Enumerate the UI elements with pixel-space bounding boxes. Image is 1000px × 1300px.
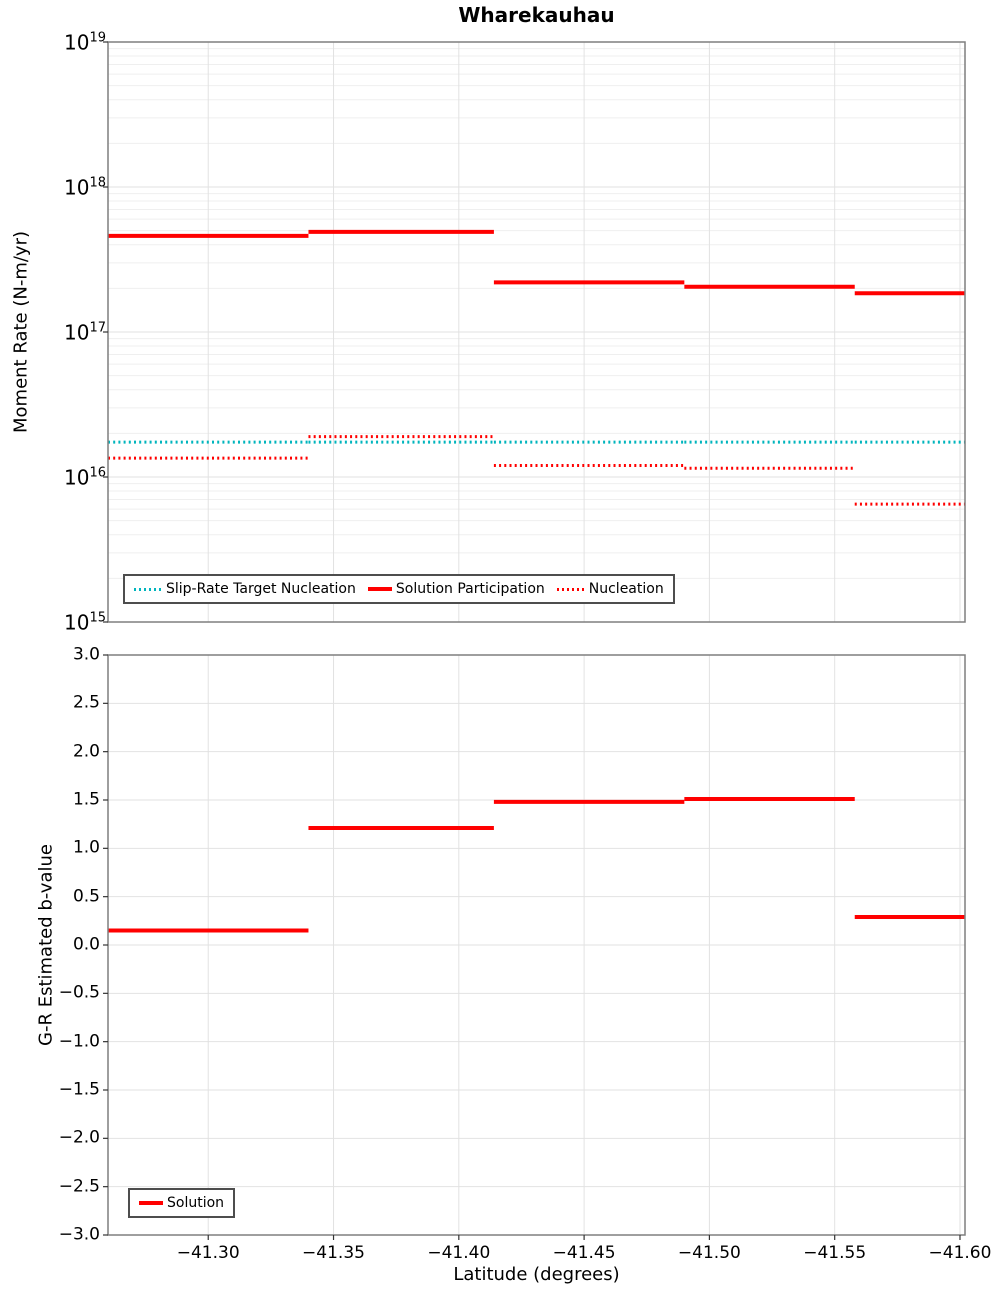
moment-rate-axis-label: Moment Rate (N-m/yr) <box>10 231 32 433</box>
grid-minor <box>108 48 965 579</box>
legend-label: Slip-Rate Target Nucleation <box>166 581 356 597</box>
b-value-axis-label: G-R Estimated b-value <box>35 844 57 1046</box>
latitude-axis-label: Latitude (degrees) <box>453 1264 620 1285</box>
solid-line-swatch-icon <box>139 1201 163 1205</box>
grid-major <box>108 41 965 1236</box>
b-value-series-solution <box>108 797 965 933</box>
dotted-line-swatch-icon <box>556 587 585 591</box>
legend-label: Nucleation <box>588 581 664 597</box>
moment-rate-series-solution-participation <box>108 229 965 296</box>
legend-item: Solution <box>139 1195 224 1211</box>
legend-item: Solution Participation <box>367 581 545 597</box>
legend-item: Nucleation <box>556 581 664 597</box>
axes-spines <box>103 41 966 1240</box>
dotted-line-swatch-icon <box>134 587 162 591</box>
legend-item: Slip-Rate Target Nucleation <box>134 581 356 597</box>
b-value-legend: Solution <box>128 1188 236 1218</box>
legend-label: Solution Participation <box>395 581 545 597</box>
moment-rate-legend: Slip-Rate Target Nucleation Solution Part… <box>123 574 675 604</box>
solid-line-swatch-icon <box>367 587 392 591</box>
moment-rate-series-nucleation <box>108 435 965 506</box>
chart-title: Wharekauhau <box>458 3 615 27</box>
legend-label: Solution <box>167 1195 225 1211</box>
